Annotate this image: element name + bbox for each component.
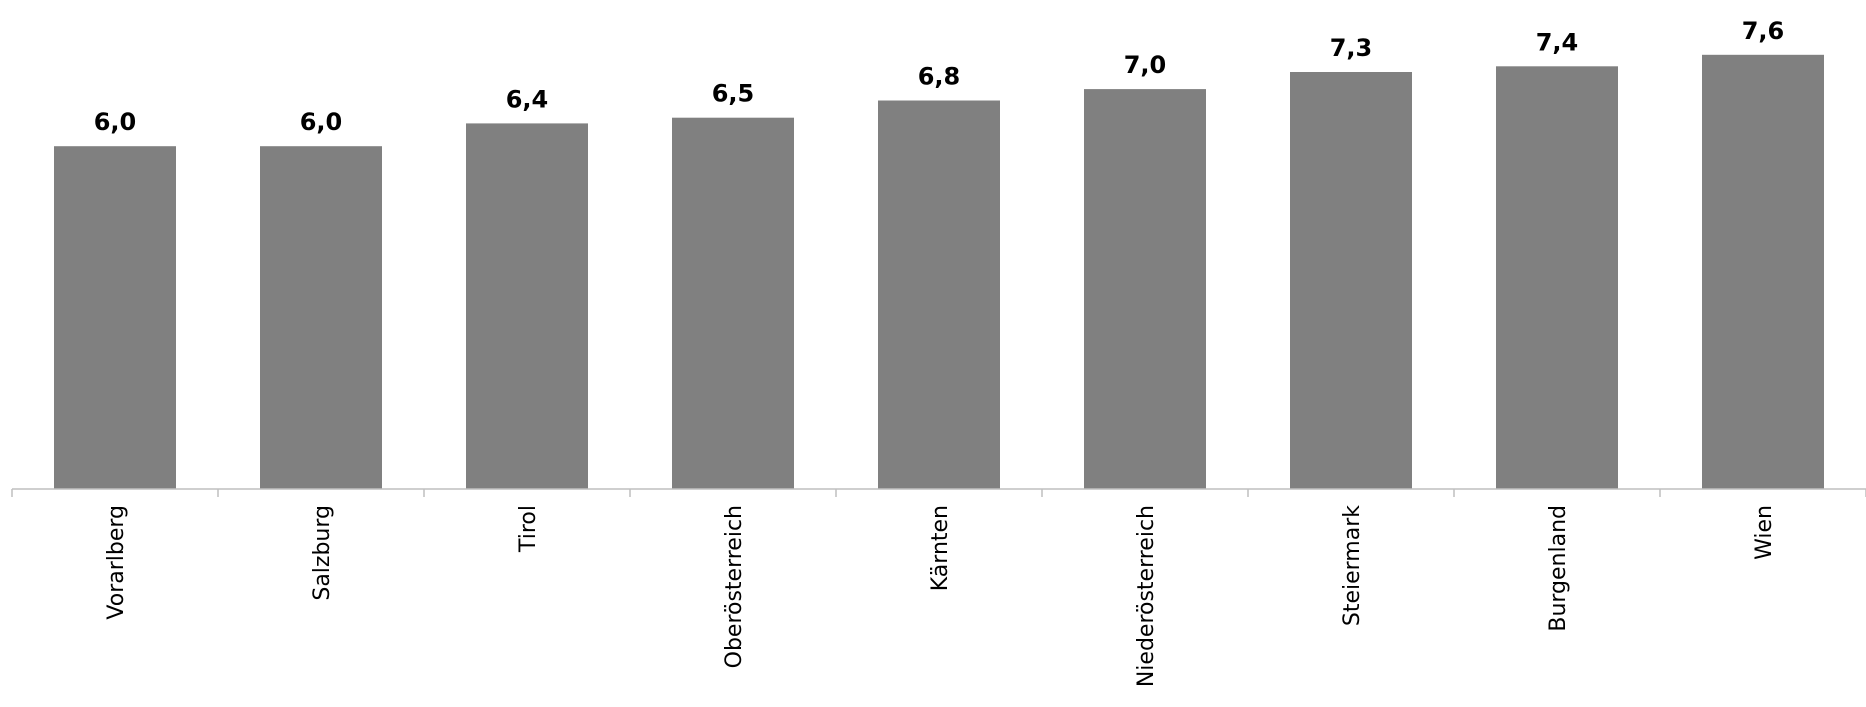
value-labels-layer: 6,0 6,0 6,4 6,5 6,8 7,0 7,3 7,4 7,6	[94, 17, 1785, 136]
x-axis	[11, 488, 1866, 497]
bar-tirol	[466, 123, 588, 490]
bar-kärnten	[878, 100, 1000, 489]
bar-burgenland	[1496, 66, 1618, 490]
x-tick-label: Kärnten	[928, 505, 953, 591]
bars-layer	[54, 54, 1824, 490]
value-label: 6,4	[506, 85, 549, 113]
value-label: 7,3	[1330, 34, 1373, 62]
value-label: 6,8	[918, 63, 961, 91]
bar-niederösterreich	[1084, 89, 1206, 489]
x-tick-label: Steiermark	[1340, 505, 1365, 626]
value-label: 7,4	[1536, 28, 1579, 56]
bar-steiermark	[1290, 72, 1412, 489]
x-tick-label: Vorarlberg	[104, 505, 129, 620]
value-label: 6,0	[94, 108, 137, 136]
bar-oberösterreich	[672, 117, 794, 489]
x-tick-label: Burgenland	[1546, 505, 1571, 632]
value-label: 6,0	[300, 108, 343, 136]
value-label: 7,0	[1124, 51, 1167, 79]
x-tick-label: Niederösterreich	[1134, 505, 1159, 687]
bar-salzburg	[260, 146, 382, 489]
x-tick-label: Oberösterreich	[722, 505, 747, 668]
x-tick-label: Wien	[1752, 505, 1777, 560]
value-label: 7,6	[1742, 17, 1785, 45]
category-labels-layer: Vorarlberg Salzburg Tirol Oberösterreich Kär…	[104, 505, 1777, 687]
bar-wien	[1702, 54, 1824, 490]
bar-vorarlberg	[54, 146, 176, 489]
x-tick-label: Salzburg	[310, 505, 335, 601]
x-tick-label: Tirol	[516, 505, 541, 553]
value-label: 6,5	[712, 80, 755, 108]
